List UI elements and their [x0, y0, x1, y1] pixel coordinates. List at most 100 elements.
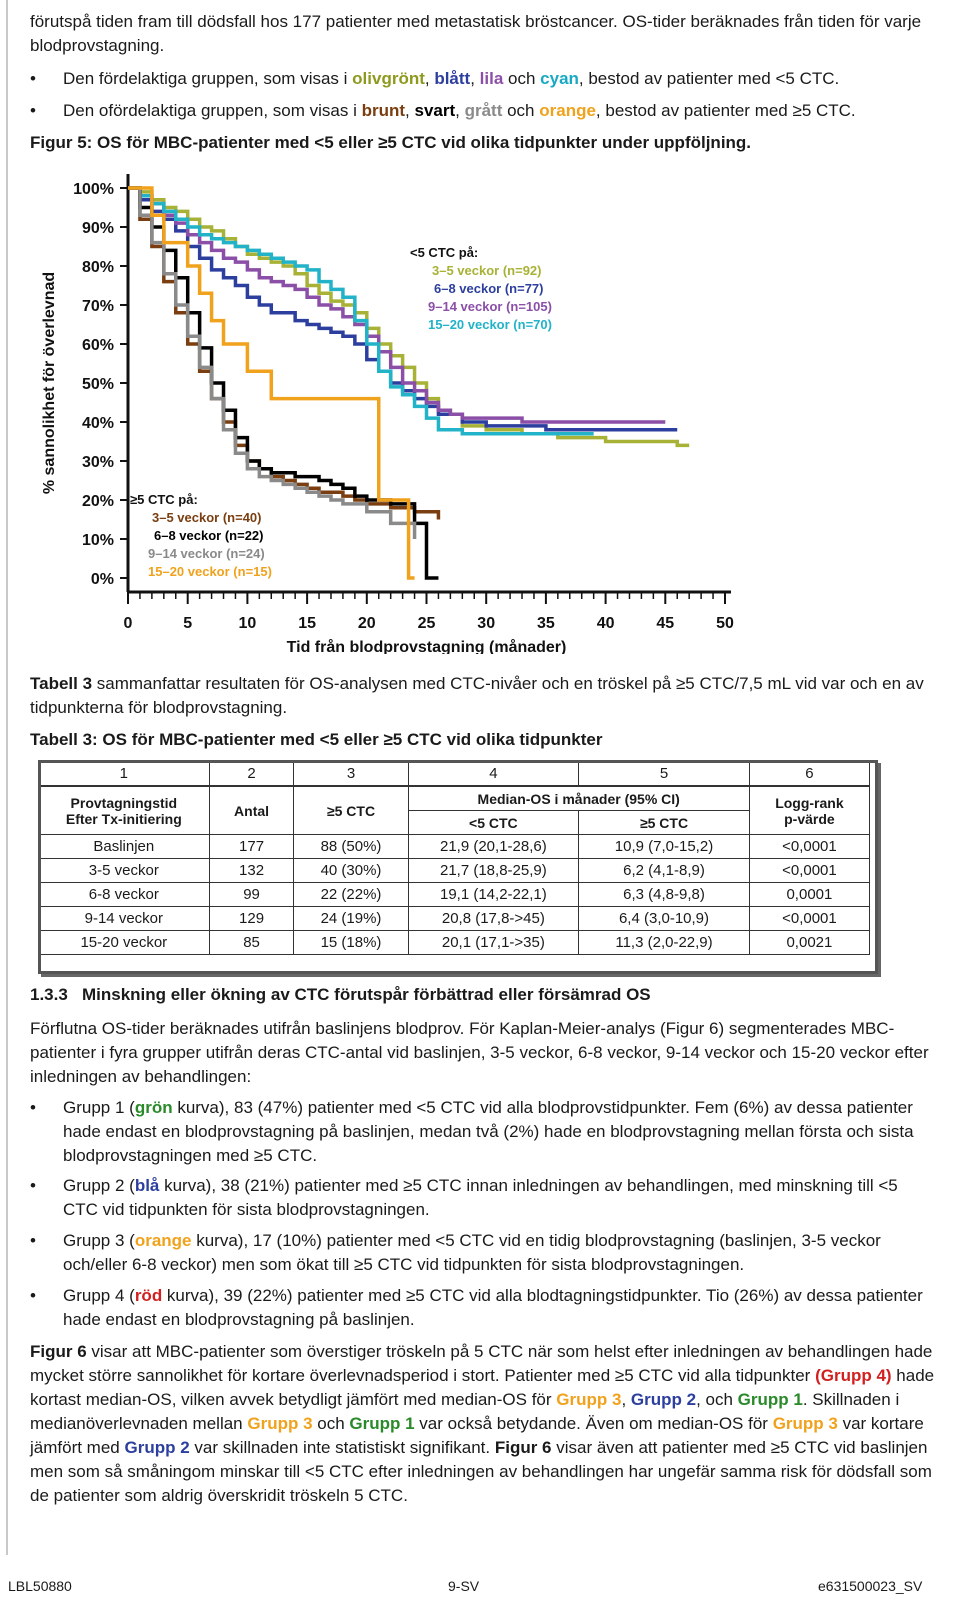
table-row: 15-20 veckor 85 15 (18%) 20,1 (17,1->35) 11,… [38, 930, 871, 955]
x-tick-label: 40 [597, 615, 615, 632]
col-number: 6 [748, 760, 871, 787]
bullet-dot: • [30, 1231, 36, 1250]
x-tick-label: 30 [477, 615, 495, 632]
bullet-group2: • Grupp 2 (blå kurva), 38 (21%) patiente… [30, 1176, 898, 1219]
legend-low-ctc-title: <5 CTC på: [410, 245, 478, 260]
table-cell: 9-14 veckor [38, 906, 210, 931]
table-cell: 20,8 (17,8->45) [407, 906, 580, 931]
x-tick-label: 5 [183, 615, 192, 632]
bullet-dot: • [30, 1176, 36, 1195]
table-intro-paragraph: Tabell 3 sammanfattar resultaten för OS-… [30, 674, 924, 717]
header-median-os: Median-OS i månader (95% CI) [407, 785, 750, 811]
km-series-line-4 [128, 186, 594, 436]
table-cell: 21,7 (18,8-25,9) [407, 858, 580, 883]
table-cell: 88 (50%) [293, 834, 409, 859]
table-column-numbers: 1 2 3 4 5 6 [38, 760, 871, 787]
x-tick-label: 10 [239, 615, 257, 632]
table-body: Baslinjen 177 88 (50%) 21,9 (20,1-28,6) 10,9… [38, 834, 871, 955]
table-header-row: Provtagningstid Efter Tx-initiering Antal… [38, 785, 871, 835]
table-cell: Baslinjen [38, 834, 210, 859]
table-cell: 15-20 veckor [38, 930, 210, 955]
table-cell: 6-8 veckor [38, 882, 210, 907]
table-cell: 3-5 veckor [38, 858, 210, 883]
footer-right: e631500023_SV [818, 1578, 923, 1594]
table-cell: 177 [208, 834, 295, 859]
legend-high-ctc-entry: 6–8 veckor (n=22) [154, 528, 263, 543]
km-series-line-8 [128, 186, 415, 580]
x-tick-label: 15 [298, 615, 316, 632]
table-row: Baslinjen 177 88 (50%) 21,9 (20,1-28,6) 10,9… [38, 834, 871, 859]
km-series-line-1 [128, 186, 690, 448]
km-series-line-3 [128, 186, 666, 424]
intro-paragraph: förutspå tiden fram till dödsfall hos 17… [30, 12, 922, 55]
table-cell: 40 (30%) [293, 858, 409, 883]
bullet-dot: • [30, 69, 36, 88]
col-number: 1 [38, 760, 210, 787]
table-cell: <0,0001 [748, 834, 871, 859]
table-cell: 10,9 (7,0-15,2) [578, 834, 750, 859]
x-tick-label: 50 [716, 615, 734, 632]
col-number: 4 [407, 760, 580, 787]
y-tick-label: 10% [82, 532, 114, 549]
table-cell: 19,1 (14,2-22,1) [407, 882, 580, 907]
y-tick-label: 20% [82, 493, 114, 510]
bullet-dot: • [30, 101, 36, 120]
y-tick-label: 90% [82, 220, 114, 237]
bullet-dot: • [30, 1286, 36, 1305]
header-logrank: Logg-rank p-värde [748, 785, 871, 835]
header-ctc: ≥5 CTC [293, 785, 409, 835]
col-number: 5 [578, 760, 750, 787]
os-table: 1 2 3 4 5 6 Provtagningstid Efter Tx-init… [38, 760, 878, 974]
table-cell: 24 (19%) [293, 906, 409, 931]
table-cell: 0,0021 [748, 930, 871, 955]
table-cell: 129 [208, 906, 295, 931]
table-cell: 6,2 (4,1-8,9) [578, 858, 750, 883]
header-count: Antal [208, 785, 295, 835]
y-tick-label: 100% [73, 181, 114, 198]
x-axis-label: Tid från blodprovstagning (månader) [287, 638, 567, 654]
footer-left: LBL50880 [8, 1578, 72, 1594]
header-ge5: ≥5 CTC [578, 810, 750, 835]
section-heading: 1.3.3 Minskning eller ökning av CTC föru… [30, 985, 651, 1004]
km-series-line-7 [128, 186, 417, 539]
legend-high-ctc-entry: 3–5 veckor (n=40) [152, 510, 261, 525]
y-tick-label: 30% [82, 454, 114, 471]
table-cell: 99 [208, 882, 295, 907]
legend-high-ctc-title: ≥5 CTC på: [130, 492, 198, 507]
table-cell: <0,0001 [748, 858, 871, 883]
km-chart: 0% 10% 20% 30% 40% 50% 60% 70% 80% 90% 100% 0 5 10 15 2… [30, 168, 760, 656]
table-cell: 0,0001 [748, 882, 871, 907]
x-tick-label: 35 [537, 615, 555, 632]
table-cell: 6,4 (3,0-10,9) [578, 906, 750, 931]
y-tick-label: 80% [82, 259, 114, 276]
bullet-dot: • [30, 1098, 36, 1117]
bullet-unfavorable: • Den ofördelaktiga gruppen, som visas i… [30, 99, 935, 123]
bullet-group3: • Grupp 3 (orange kurva), 17 (10%) patie… [30, 1231, 881, 1274]
table-subheader-row: <5 CTC ≥5 CTC [39, 810, 870, 835]
table-caption: Tabell 3: OS för MBC-patienter med <5 el… [30, 730, 603, 749]
legend-low-ctc-entry: 3–5 veckor (n=92) [432, 263, 541, 278]
x-tick-label: 25 [418, 615, 436, 632]
figure6-paragraph: Figur 6 visar att MBC-patienter som över… [30, 1342, 935, 1505]
y-tick-label: 50% [82, 376, 114, 393]
table-cell: 21,9 (20,1-28,6) [407, 834, 580, 859]
bullet-group1: • Grupp 1 (grön kurva), 83 (47%) patient… [30, 1098, 914, 1165]
table-cell: 22 (22%) [293, 882, 409, 907]
table-row: 9-14 veckor 129 24 (19%) 20,8 (17,8->45) 6,4… [38, 906, 871, 931]
km-series-line-6 [128, 186, 439, 580]
km-chart-svg: 0% 10% 20% 30% 40% 50% 60% 70% 80% 90% 100% 0 5 10 15 2… [41, 174, 734, 656]
y-tick-label: 0% [91, 571, 114, 588]
legend-low-ctc-entry: 9–14 veckor (n=105) [428, 299, 552, 314]
section-paragraph: Förflutna OS-tider beräknades utifrån ba… [30, 1019, 929, 1086]
legend-low-ctc-entry: 6–8 veckor (n=77) [434, 281, 543, 296]
header-lt5: <5 CTC [407, 810, 580, 835]
table-cell: 20,1 (17,1->35) [407, 930, 580, 955]
bullet-group4: • Grupp 4 (röd kurva), 39 (22%) patiente… [30, 1286, 923, 1329]
col-number: 3 [293, 760, 409, 787]
y-tick-label: 60% [82, 337, 114, 354]
footer-page-number: 9-SV [448, 1578, 480, 1594]
y-tick-label: 70% [82, 298, 114, 315]
x-tick-label: 0 [124, 615, 133, 632]
col-number: 2 [208, 760, 295, 787]
